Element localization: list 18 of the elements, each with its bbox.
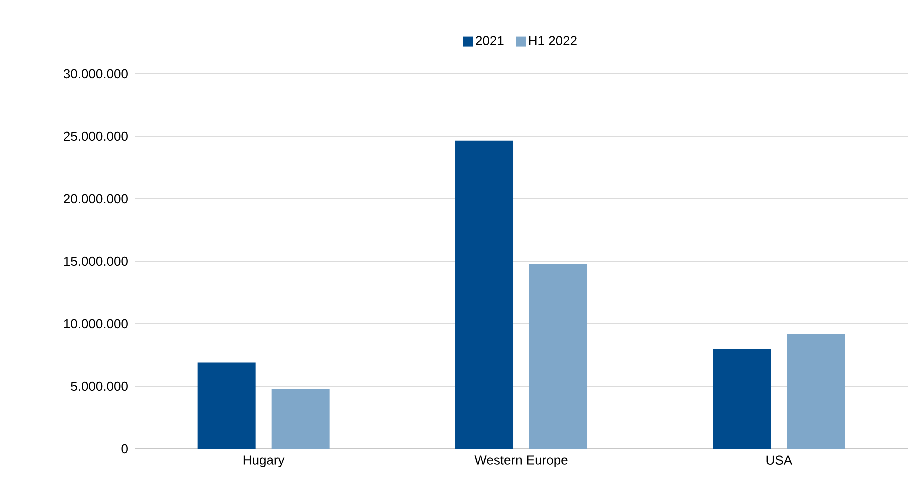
- bar: [787, 334, 846, 449]
- x-tick-label: USA: [766, 456, 793, 465]
- y-tick-label: 0: [122, 444, 128, 454]
- y-tick-label: 30.000.000: [64, 69, 128, 79]
- bar: [456, 140, 514, 449]
- legend-label: 2021: [476, 36, 504, 46]
- y-tick-label: 5.000.000: [71, 382, 128, 392]
- bar: [530, 264, 588, 449]
- bar: [272, 389, 330, 449]
- y-tick-label: 25.000.000: [64, 132, 128, 142]
- x-tick-label: Hugary: [244, 456, 285, 468]
- bar: [198, 362, 256, 449]
- bar: [713, 349, 772, 449]
- x-tick-label: Western Europe: [474, 456, 568, 468]
- y-tick-label: 20.000.000: [64, 194, 128, 204]
- y-tick-label: 10.000.000: [64, 319, 128, 329]
- y-tick-label: 15.000.000: [64, 256, 128, 266]
- legend-label: H1 2022: [529, 36, 577, 46]
